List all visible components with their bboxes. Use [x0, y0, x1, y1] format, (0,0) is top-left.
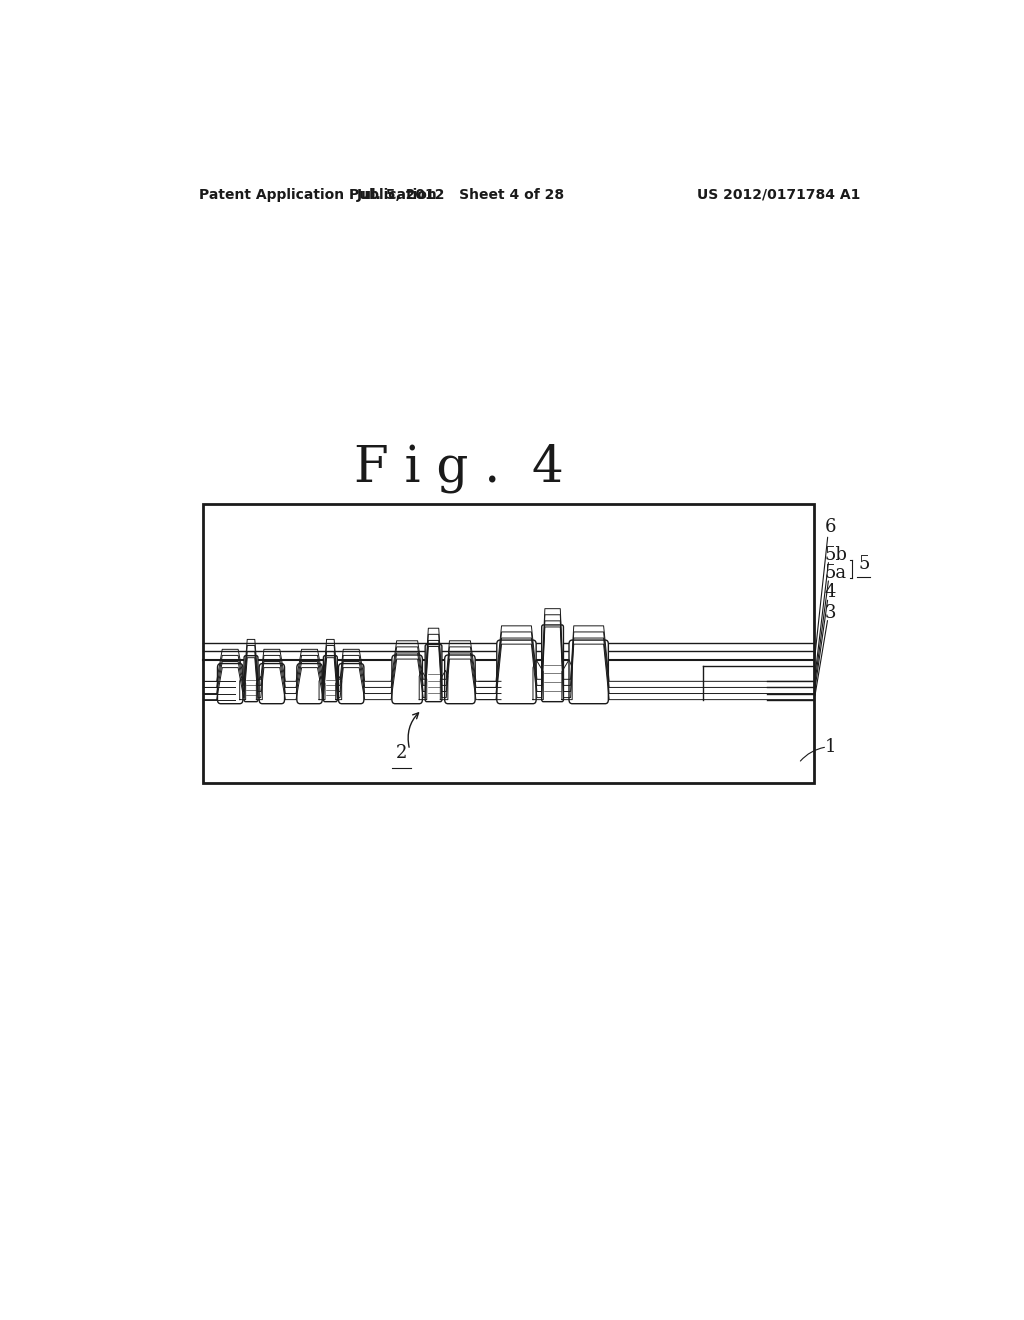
FancyBboxPatch shape — [297, 664, 323, 704]
Text: 5: 5 — [858, 554, 869, 573]
Text: 3: 3 — [824, 603, 837, 622]
Text: 4: 4 — [824, 583, 837, 602]
Text: 2: 2 — [396, 744, 408, 762]
FancyBboxPatch shape — [339, 664, 364, 704]
FancyBboxPatch shape — [569, 640, 608, 704]
Text: Jul. 5, 2012   Sheet 4 of 28: Jul. 5, 2012 Sheet 4 of 28 — [357, 187, 565, 202]
Text: Patent Application Publication: Patent Application Publication — [200, 187, 437, 202]
FancyBboxPatch shape — [542, 624, 563, 702]
Text: 5b: 5b — [824, 546, 848, 564]
Text: 5a: 5a — [824, 564, 847, 582]
Text: US 2012/0171784 A1: US 2012/0171784 A1 — [697, 187, 860, 202]
FancyBboxPatch shape — [324, 656, 337, 702]
FancyBboxPatch shape — [425, 644, 442, 702]
Bar — [204, 504, 814, 784]
FancyBboxPatch shape — [217, 664, 243, 704]
FancyBboxPatch shape — [259, 664, 285, 704]
FancyBboxPatch shape — [392, 655, 422, 704]
Text: 1: 1 — [824, 738, 837, 756]
Text: 6: 6 — [824, 519, 837, 536]
FancyBboxPatch shape — [244, 656, 258, 702]
FancyBboxPatch shape — [444, 655, 475, 704]
FancyBboxPatch shape — [497, 640, 537, 704]
Text: F i g .  4: F i g . 4 — [354, 444, 564, 494]
